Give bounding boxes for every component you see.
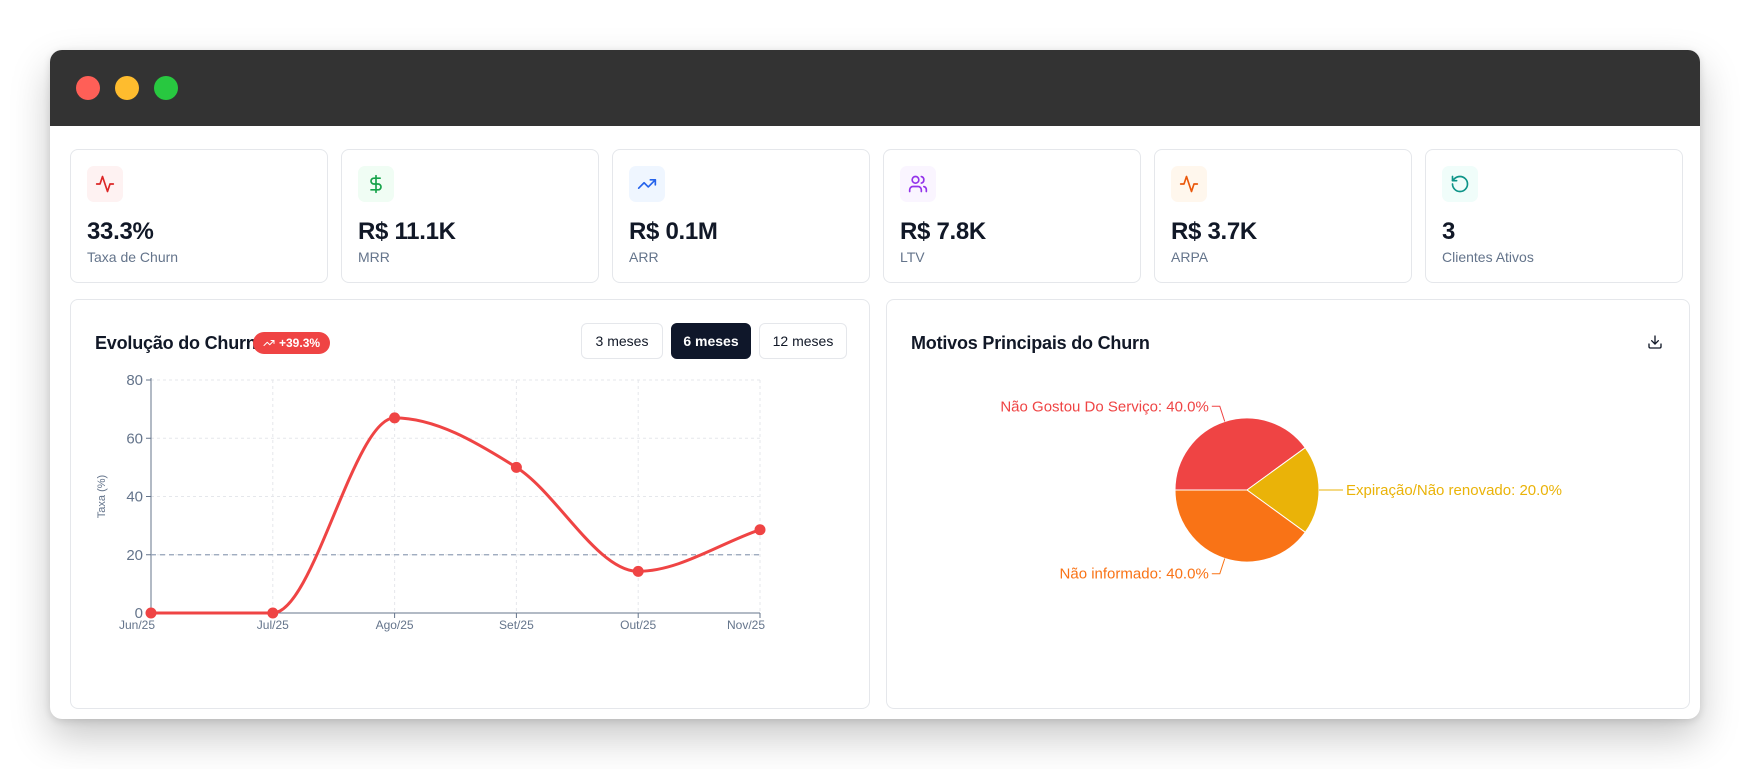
x-tick-label: Out/25: [620, 618, 656, 632]
x-tick-label: Jun/25: [119, 618, 155, 632]
x-tick-label: Set/25: [499, 618, 534, 632]
kpi-value: R$ 11.1K: [358, 218, 456, 245]
pie-slice: [1174, 417, 1306, 491]
y-tick-label: 20: [126, 547, 143, 564]
maximize-window-button[interactable]: [154, 76, 178, 100]
activity-icon: [1171, 166, 1207, 202]
pie-slice-label: Não Gostou Do Serviço: 40.0%: [1000, 398, 1208, 415]
kpi-label: ARPA: [1171, 249, 1209, 265]
users-icon: [900, 166, 936, 202]
pie-slice: [1246, 446, 1320, 534]
x-tick-label: Nov/25: [727, 618, 765, 632]
download-button[interactable]: [1639, 326, 1671, 358]
data-point: [510, 461, 522, 473]
y-tick-label: 80: [126, 372, 143, 389]
churn-reasons-pie-chart: Não Gostou Do Serviço: 40.0% Expiração/Nã…: [1000, 398, 1562, 583]
pie-slice-label: Expiração/Não renovado: 20.0%: [1346, 482, 1562, 499]
kpi-value: 33.3%: [87, 218, 154, 245]
kpi-card-mrr: R$ 11.1K MRR: [341, 149, 599, 283]
churn-line-chart: 0 20 40 60 80 Jun/25 Jul/25 Ago/25 Set/25 Out/25 N…: [96, 372, 766, 632]
churn-evolution-title: Evolução do Churn: [95, 333, 257, 353]
churn-reasons-title: Motivos Principais do Churn: [911, 333, 1150, 353]
dashboard-content: 33.3% Taxa de Churn R$ 11.1K MRR R$ 0.1M…: [50, 126, 1700, 719]
title-bar: [50, 50, 1700, 126]
close-window-button[interactable]: [76, 76, 100, 100]
app-window: 33.3% Taxa de Churn R$ 11.1K MRR R$ 0.1M…: [50, 50, 1700, 719]
range-6-months-button[interactable]: 6 meses: [671, 323, 751, 359]
churn-evolution-panel: Evolução do Churn +39.3% 3 meses 6 meses…: [70, 299, 870, 709]
kpi-card-arr: R$ 0.1M ARR: [612, 149, 870, 283]
pie-label-leader: [1211, 558, 1226, 575]
y-axis-label: Taxa (%): [96, 475, 108, 518]
kpi-card-active-clients: 3 Clientes Ativos: [1425, 149, 1683, 283]
pie-label-leader: [1211, 405, 1226, 422]
kpi-label: MRR: [358, 249, 390, 265]
y-tick-label: 40: [126, 489, 143, 506]
y-tick-label: 0: [135, 605, 143, 622]
kpi-value: 3: [1442, 218, 1456, 245]
churn-reasons-panel: Motivos Principais do Churn Não Gostou D…: [886, 299, 1690, 709]
kpi-card-churn-rate: 33.3% Taxa de Churn: [70, 149, 328, 283]
pie-slice-label: Não informado: 40.0%: [1060, 566, 1209, 583]
range-3-months-button[interactable]: 3 meses: [581, 323, 663, 359]
data-point: [145, 607, 157, 619]
kpi-card-arpa: R$ 3.7K ARPA: [1154, 149, 1412, 283]
data-point: [632, 565, 644, 577]
churn-series-line: [151, 416, 761, 615]
data-point: [389, 412, 401, 424]
kpi-value: R$ 0.1M: [629, 218, 718, 245]
trending-up-icon: [629, 166, 665, 202]
data-point: [754, 524, 766, 536]
kpi-label: Clientes Ativos: [1442, 249, 1534, 265]
refresh-icon: [1442, 166, 1478, 202]
activity-icon: [87, 166, 123, 202]
kpi-value: R$ 3.7K: [1171, 218, 1257, 245]
data-point: [267, 607, 279, 619]
kpi-label: ARR: [629, 249, 659, 265]
y-tick-label: 60: [126, 430, 143, 447]
dollar-sign-icon: [358, 166, 394, 202]
kpi-card-ltv: R$ 7.8K LTV: [883, 149, 1141, 283]
churn-trend-value: +39.3%: [279, 336, 321, 350]
x-tick-label: Ago/25: [376, 618, 414, 632]
x-tick-label: Jul/25: [257, 618, 289, 632]
kpi-label: Taxa de Churn: [87, 249, 179, 265]
range-12-months-button[interactable]: 12 meses: [759, 323, 847, 359]
minimize-window-button[interactable]: [115, 76, 139, 100]
trending-up-icon: [263, 340, 275, 346]
kpi-label: LTV: [900, 249, 925, 265]
churn-trend-badge: +39.3%: [253, 332, 331, 354]
download-icon: [1648, 335, 1662, 349]
kpi-value: R$ 7.8K: [900, 218, 986, 245]
